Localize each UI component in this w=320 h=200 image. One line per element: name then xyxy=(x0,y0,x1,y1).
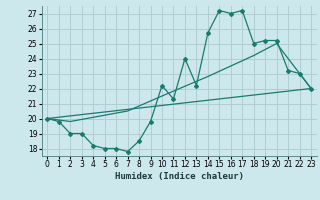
X-axis label: Humidex (Indice chaleur): Humidex (Indice chaleur) xyxy=(115,172,244,181)
